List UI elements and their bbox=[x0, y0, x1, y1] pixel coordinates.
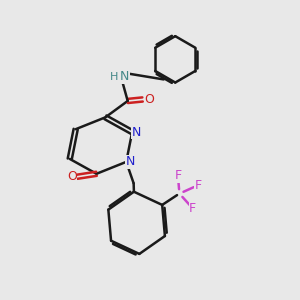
Text: O: O bbox=[67, 170, 77, 183]
Text: F: F bbox=[194, 179, 201, 192]
Text: F: F bbox=[174, 169, 182, 182]
Text: N: N bbox=[120, 70, 129, 83]
Text: N: N bbox=[131, 126, 141, 139]
Text: N: N bbox=[125, 155, 135, 168]
Text: H: H bbox=[110, 72, 118, 82]
Text: O: O bbox=[144, 93, 154, 106]
Text: F: F bbox=[189, 202, 197, 215]
